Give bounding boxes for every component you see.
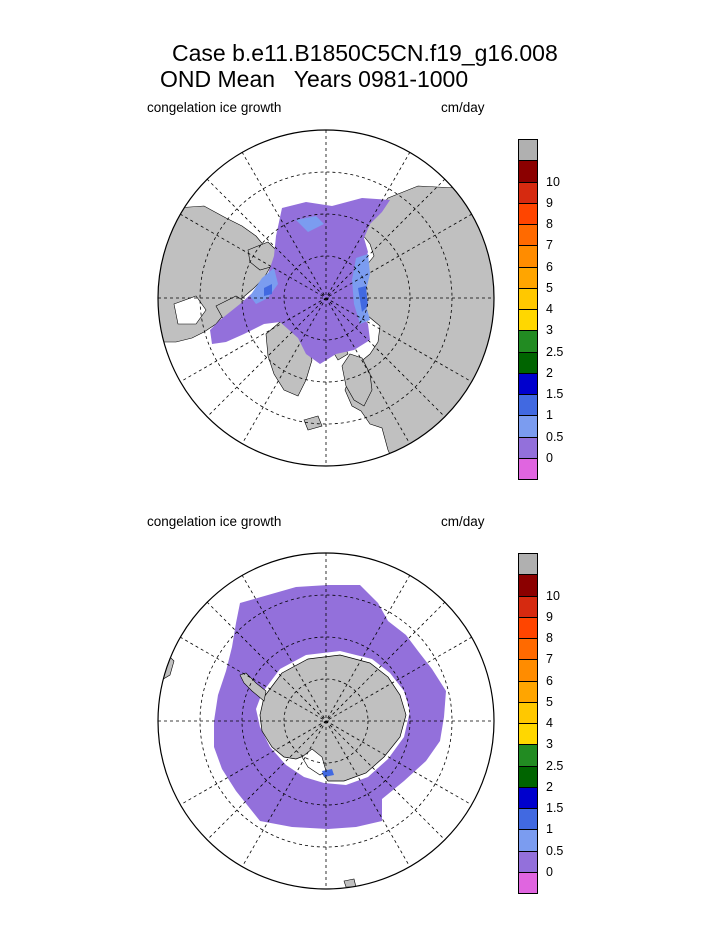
sh-colorbar-tick-label: 0.5	[546, 843, 564, 858]
nh-colorbar-tick-label: 1.5	[546, 387, 564, 401]
nh-colorbar-swatch	[518, 457, 538, 480]
nh-variable-label: congelation ice growth	[147, 100, 282, 115]
nh-ice-growth-mid-2	[250, 268, 278, 304]
sh-colorbar-swatch	[518, 850, 538, 873]
sh-colorbar-tick-label: 6	[546, 673, 553, 688]
nh-colorbar-swatch	[518, 181, 538, 204]
sh-colorbar-tick-label: 10	[546, 588, 560, 603]
sh-colorbar-swatch	[518, 765, 538, 788]
sh-colorbar-tick-label: 8	[546, 631, 553, 645]
nh-hudson-bay	[173, 295, 207, 325]
nh-colorbar-swatch	[518, 372, 538, 395]
nh-colorbar-tick-label: 6	[546, 259, 553, 274]
sh-colorbar-swatch	[518, 786, 538, 809]
nh-colorbar-swatch	[518, 415, 538, 438]
sh-ice-growth-mid	[322, 769, 334, 777]
nh-ice-growth-low	[210, 198, 390, 364]
nh-colorbar-swatch	[518, 266, 538, 289]
nh-colorbar-swatch	[518, 309, 538, 332]
sh-colorbar-tick-label: 4	[546, 716, 553, 730]
sh-variable-label: congelation ice growth	[147, 514, 282, 529]
sh-colorbar-swatch	[518, 744, 538, 767]
sh-units-label: cm/day	[441, 514, 485, 529]
nh-colorbar-tick-label: 10	[546, 174, 560, 189]
nh-colorbar-swatch	[518, 351, 538, 374]
sh-colorbar-swatch	[518, 701, 538, 724]
sh-colorbar-tick-label: 2.5	[546, 758, 564, 773]
sh-colorbar: 0 0.5 1 1.5 2 2.5 3 4 5 6 7 8 9 10	[518, 553, 578, 894]
nh-colorbar-tick-label: 9	[546, 195, 553, 210]
nh-land-scandinavia	[341, 353, 373, 407]
sh-colorbar-tick-label: 1.5	[546, 801, 564, 815]
nh-colorbar-tick-label: 0	[546, 450, 553, 465]
nh-colorbar-tick-label: 0.5	[546, 429, 564, 444]
nh-colorbar-tick-label: 2.5	[546, 344, 564, 359]
sh-colorbar-tick-label: 2	[546, 779, 553, 794]
nh-colorbar-tick-label: 7	[546, 238, 553, 253]
sh-colorbar-tick-label: 1	[546, 822, 553, 837]
nh-colorbar-tick-label: 4	[546, 302, 553, 316]
nh-ice-growth-mid-3	[296, 216, 324, 232]
sh-colorbar-swatch	[518, 553, 538, 576]
nh-polar-map	[157, 129, 495, 467]
sh-colorbar-tick-label: 3	[546, 737, 553, 752]
sh-colorbar-swatch	[518, 616, 538, 639]
sh-colorbar-tick-label: 0	[546, 864, 553, 879]
sh-colorbar-swatch	[518, 680, 538, 703]
sh-colorbar-swatch	[518, 595, 538, 618]
title-line-2: OND Mean Years 0981-1000	[160, 66, 469, 92]
nh-units-label: cm/day	[441, 100, 485, 115]
nh-colorbar-swatch	[518, 139, 538, 162]
sh-colorbar-tick-label: 5	[546, 694, 553, 709]
sh-colorbar-swatch	[518, 574, 538, 597]
sh-colorbar-swatch	[518, 808, 538, 831]
nh-colorbar-swatch	[518, 436, 538, 459]
sh-colorbar-swatch	[518, 871, 538, 894]
nh-colorbar-swatch	[518, 202, 538, 225]
nh-colorbar-swatch	[518, 245, 538, 268]
sh-polar-map	[157, 552, 495, 890]
nh-colorbar-swatch	[518, 287, 538, 310]
nh-colorbar-tick-label: 3	[546, 323, 553, 338]
sh-map-border	[157, 552, 495, 890]
nh-colorbar: 0 0.5 1 1.5 2 2.5 3 4 5 6 7 8 9 10	[518, 139, 578, 480]
title-line-1: Case b.e11.B1850C5CN.f19_g16.008	[172, 40, 558, 66]
nh-colorbar-swatch	[518, 160, 538, 183]
nh-colorbar-tick-label: 2	[546, 365, 553, 380]
nh-colorbar-tick-label: 5	[546, 280, 553, 295]
nh-ice-growth-high	[358, 286, 368, 312]
sh-colorbar-swatch	[518, 638, 538, 661]
sh-land-antarctic-peninsula	[239, 672, 267, 702]
sh-land-antarctica	[259, 654, 407, 782]
nh-colorbar-tick-label: 8	[546, 217, 553, 231]
nh-colorbar-tick-label: 1	[546, 408, 553, 423]
nh-ice-growth-high-2	[264, 284, 272, 296]
nh-meridian-120	[179, 213, 473, 383]
sh-colorbar-tick-label: 9	[546, 609, 553, 624]
nh-colorbar-swatch	[518, 394, 538, 417]
sh-ice-growth-ring	[214, 585, 446, 829]
nh-map-border	[157, 129, 495, 467]
nh-colorbar-swatch	[518, 224, 538, 247]
sh-colorbar-tick-label: 7	[546, 652, 553, 667]
sh-meridian-120	[179, 636, 473, 806]
sh-colorbar-swatch	[518, 829, 538, 852]
nh-colorbar-swatch	[518, 330, 538, 353]
sh-colorbar-swatch	[518, 659, 538, 682]
sh-colorbar-swatch	[518, 723, 538, 746]
